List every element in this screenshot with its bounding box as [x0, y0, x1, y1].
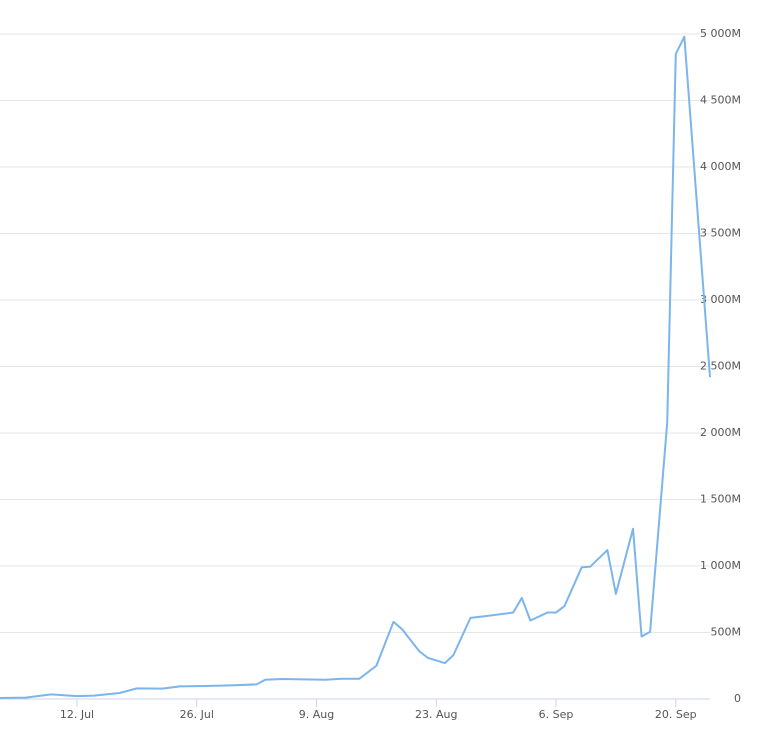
y-tick-label: 4 500M: [700, 94, 741, 107]
x-tick-label: 6. Sep: [539, 708, 574, 721]
y-tick-label: 3 000M: [700, 293, 741, 306]
y-tick-label: 0: [734, 692, 741, 705]
y-tick-label: 2 000M: [700, 426, 741, 439]
y-tick-label: 1 500M: [700, 493, 741, 506]
y-tick-label: 1 000M: [700, 559, 741, 572]
y-tick-label: 3 500M: [700, 227, 741, 240]
y-tick-label: 2 500M: [700, 360, 741, 373]
x-tick-label: 9. Aug: [299, 708, 334, 721]
y-tick-label: 500M: [711, 626, 742, 639]
x-tick-label: 26. Jul: [180, 708, 214, 721]
y-tick-label: 4 000M: [700, 160, 741, 173]
x-tick-label: 12. Jul: [60, 708, 94, 721]
line: [0, 35, 711, 699]
y-tick-label: 5 000M: [700, 27, 741, 40]
x-tick-label: 23. Aug: [415, 708, 457, 721]
x-tick-label: 20. Sep: [655, 708, 697, 721]
